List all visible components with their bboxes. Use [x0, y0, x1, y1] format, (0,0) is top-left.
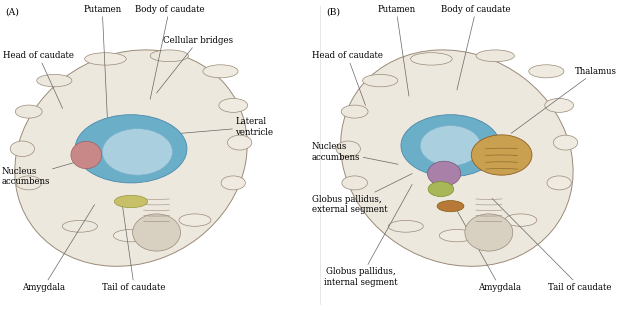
Ellipse shape: [336, 141, 360, 157]
Ellipse shape: [219, 98, 247, 112]
Ellipse shape: [428, 182, 454, 197]
Text: Tail of caudate: Tail of caudate: [492, 198, 612, 292]
Ellipse shape: [505, 214, 537, 226]
Ellipse shape: [179, 214, 211, 226]
Text: Head of caudate: Head of caudate: [312, 51, 383, 105]
Ellipse shape: [84, 53, 126, 65]
Ellipse shape: [529, 65, 564, 78]
Ellipse shape: [341, 50, 573, 266]
Text: Amygdala: Amygdala: [454, 205, 521, 292]
Ellipse shape: [547, 176, 571, 190]
Ellipse shape: [150, 50, 189, 62]
Ellipse shape: [476, 50, 514, 62]
Ellipse shape: [221, 176, 245, 190]
Ellipse shape: [410, 53, 452, 65]
Ellipse shape: [62, 220, 97, 232]
Ellipse shape: [420, 126, 481, 166]
Ellipse shape: [75, 115, 187, 183]
Text: Putamen: Putamen: [377, 5, 415, 96]
Text: Putamen: Putamen: [83, 5, 121, 118]
Ellipse shape: [15, 50, 247, 266]
Text: Globus pallidus,
external segment: Globus pallidus, external segment: [312, 174, 412, 214]
Ellipse shape: [553, 135, 578, 150]
Text: Tail of caudate: Tail of caudate: [102, 198, 166, 292]
Ellipse shape: [544, 98, 574, 112]
Ellipse shape: [341, 105, 368, 118]
Text: Body of caudate: Body of caudate: [135, 5, 204, 99]
Ellipse shape: [342, 176, 367, 190]
Ellipse shape: [471, 135, 532, 175]
Ellipse shape: [133, 214, 181, 251]
Ellipse shape: [114, 229, 148, 242]
Ellipse shape: [363, 74, 397, 87]
Text: Lateral
ventricle: Lateral ventricle: [163, 117, 273, 137]
Ellipse shape: [465, 214, 512, 251]
Text: Head of caudate: Head of caudate: [3, 51, 74, 108]
Text: Amygdala: Amygdala: [22, 205, 95, 292]
Ellipse shape: [36, 74, 72, 87]
Ellipse shape: [102, 129, 173, 175]
Ellipse shape: [427, 161, 461, 186]
Ellipse shape: [10, 141, 35, 157]
Ellipse shape: [227, 135, 252, 150]
Ellipse shape: [203, 65, 238, 78]
Text: Globus pallidus,
internal segment: Globus pallidus, internal segment: [324, 184, 412, 287]
Ellipse shape: [389, 220, 424, 232]
Text: (A): (A): [5, 8, 19, 17]
Text: Thalamus: Thalamus: [511, 67, 617, 133]
Ellipse shape: [401, 115, 500, 177]
Text: (B): (B): [326, 8, 340, 17]
Ellipse shape: [16, 176, 42, 190]
Text: Nucleus
accumbens: Nucleus accumbens: [1, 163, 73, 186]
Ellipse shape: [437, 201, 464, 212]
Text: Cellular bridges: Cellular bridges: [157, 36, 233, 93]
Text: Nucleus
accumbens: Nucleus accumbens: [312, 142, 398, 164]
Ellipse shape: [114, 195, 148, 208]
Text: Body of caudate: Body of caudate: [442, 5, 511, 90]
Ellipse shape: [440, 229, 474, 242]
Ellipse shape: [71, 141, 102, 169]
Ellipse shape: [15, 105, 42, 118]
